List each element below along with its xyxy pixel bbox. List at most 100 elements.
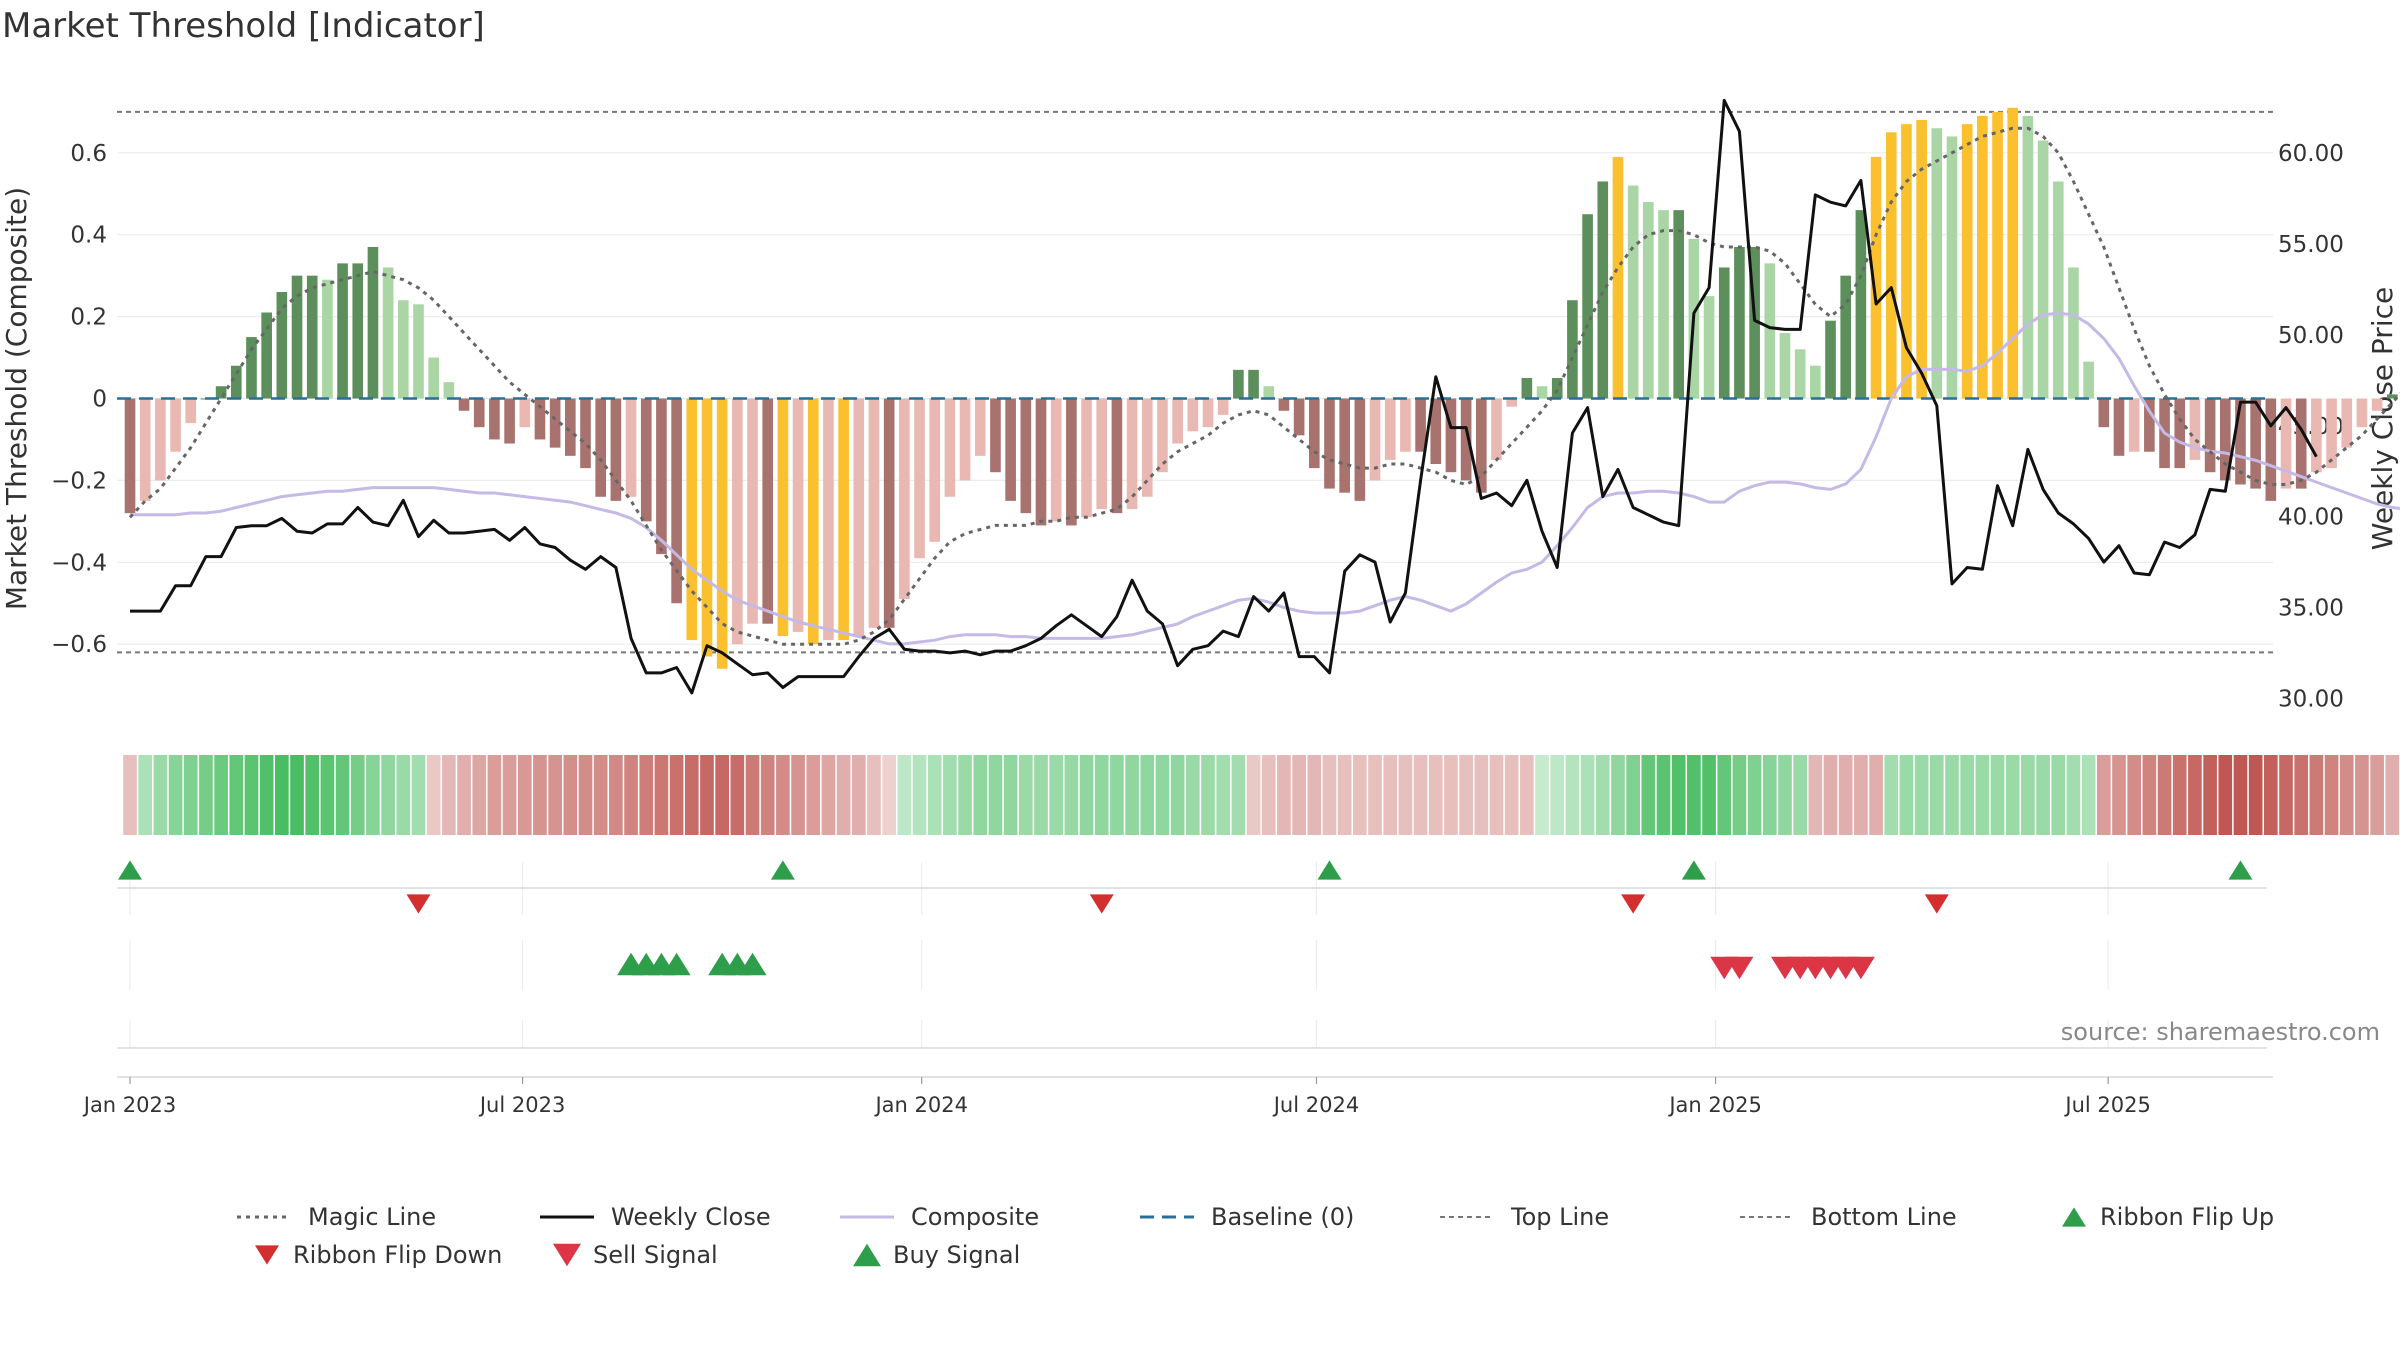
ribbon-cell [2172,755,2187,835]
ribbon-cell [2157,755,2172,835]
ribbon-cell [1003,755,1018,835]
composite-bar [276,292,288,399]
x-tick-label: Jul 2025 [2063,1093,2150,1117]
ribbon-cell [259,755,274,835]
composite-bar [777,398,789,637]
composite-bar [2371,398,2383,411]
composite-bar [170,398,181,452]
composite-bar [2174,398,2186,469]
ribbon-cell [2279,755,2293,835]
ribbon-cell [1823,755,1838,835]
y-left-tick-label: 0.4 [70,223,107,249]
ribbon-cell [791,755,805,835]
composite-bar [215,386,227,399]
ribbon-cell [1854,755,1868,835]
ribbon-cell [1216,755,1231,835]
ribbon-flip-down-marker [406,894,431,914]
ribbon-cell [335,755,350,835]
ribbon-cell [776,755,790,835]
composite-bar [306,275,318,399]
ribbon-flip-down-marker [1621,894,1646,914]
composite-bar [732,398,743,645]
ribbon-cell [1459,755,1473,835]
composite-bar [823,398,834,641]
ribbon-cell [1945,755,1959,835]
y-right-tick-label: 35.00 [2278,596,2344,622]
composite-bar [2068,267,2079,399]
composite-bar [519,398,531,428]
ribbon-cell [730,755,745,835]
composite-bar [458,398,470,411]
composite-bar [1506,398,1517,407]
composite-bar [443,382,455,399]
ribbon-cell [2081,755,2096,835]
ribbon-cell [1337,755,1352,835]
ribbon-cell [1990,755,2005,835]
composite-bar [2037,140,2049,399]
composite-bar [534,398,546,440]
composite-bar [1233,369,1244,399]
ribbon-cell [1383,755,1398,835]
ribbon-cell [1398,755,1413,835]
composite-bar [1141,398,1153,497]
ribbon-cell [836,755,851,835]
legend-bottom-label: Bottom Line [1811,1203,1957,1231]
ribbon-cell [229,755,244,835]
ribbon-cell [578,755,593,835]
composite-bar [1430,398,1442,465]
ribbon-cell [305,755,320,835]
composite-bar [747,398,758,624]
ribbon-cell [760,755,775,835]
ribbon-cell [973,755,988,835]
composite-bar [2250,398,2261,489]
composite-bar [2098,398,2110,428]
composite-bar [1126,398,1138,510]
legend-buy-label: Buy Signal [893,1241,1020,1269]
composite-bar [1992,111,2003,399]
ribbon-cell [1413,755,1428,835]
composite-bar [853,398,865,637]
ribbon-cell [1140,755,1155,835]
ribbon-cell [988,755,1003,835]
ribbon-cell [563,755,578,835]
composite-bar [337,263,348,399]
composite-bar [1840,275,1852,399]
ribbon-cell [1292,755,1306,835]
ribbon-cell [684,755,699,835]
legend-flipdown-label: Ribbon Flip Down [293,1241,502,1269]
composite-bar [1157,398,1168,473]
composite-bar [1536,386,1548,399]
composite-bar [1172,398,1183,444]
composite-bar [1825,320,1836,399]
composite-bar [656,398,667,555]
composite-bar [155,398,166,481]
composite-bar [640,398,652,522]
ribbon-cell [1702,755,1716,835]
ribbon-cell [593,755,608,835]
legend-flipup-swatch [2062,1207,2086,1227]
ribbon-cell [1322,755,1337,835]
ribbon-cell [381,755,395,835]
composite-bar [1870,156,1882,399]
composite-bar [595,398,607,497]
composite-bar [1764,263,1776,399]
x-tick-label: Jan 2023 [82,1093,177,1117]
ribbon-cell [1079,755,1094,835]
composite-bar [1415,398,1426,452]
ribbon-cell [214,755,228,835]
composite-bar [413,304,424,399]
ribbon-cell [1064,755,1079,835]
ribbon-cell [168,755,183,835]
buy-signal-marker [738,952,767,976]
ribbon-cell [1671,755,1686,835]
composite-bar [261,312,272,399]
composite-bar [367,246,379,399]
ribbon-flip-up-marker [1317,860,1342,880]
legend: Magic Line Weekly Close Composite Baseline … [237,1203,2274,1269]
ribbon-cell [350,755,365,835]
ribbon-cell [1914,755,1929,835]
composite-bar [291,275,303,399]
composite-bar [2189,398,2201,460]
legend-sell-label: Sell Signal [593,1241,718,1269]
